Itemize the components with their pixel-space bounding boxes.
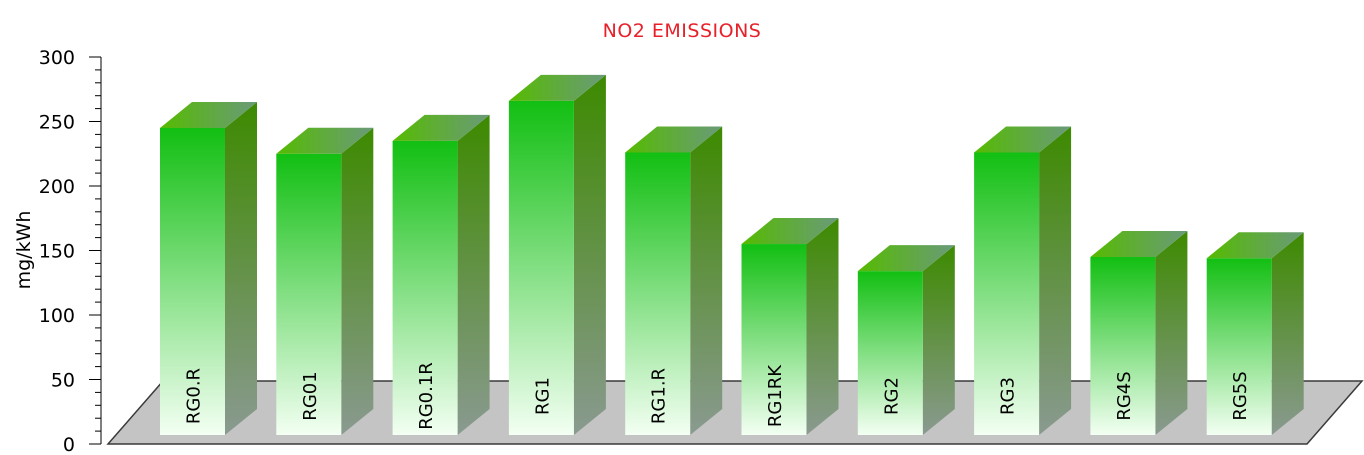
bar-category-label: RG2 [881,377,902,415]
bar-category-label: RG0.R [184,368,205,424]
bar-category-label: RG1.R [649,368,670,424]
bar-cap [276,127,374,154]
bar-category-label: RG3 [998,377,1019,415]
bar-front [1090,256,1156,435]
y-tick-label: 0 [63,434,75,455]
bar-side [457,114,490,435]
bar-RG1.R: RG1.R [625,126,723,436]
bar-side [806,218,839,435]
bar-category-label: RG0.1R [416,362,437,430]
bar-side [573,74,606,436]
bar-front [741,244,807,435]
bar-cap [625,126,723,153]
bar-front [160,127,225,435]
bar-RG5S: RG5S [1206,232,1304,435]
bar-front [392,140,458,435]
y-axis-ticks: 0 50 100 150 200 250 300 [39,47,101,455]
bar-front [1206,258,1272,435]
bar-side [341,127,374,435]
y-tick-label: 300 [39,47,75,69]
y-tick-label: 250 [39,112,75,134]
bar-side [1271,232,1304,435]
y-tick-label: 150 [39,241,75,263]
chart-title: NO2 EMISSIONS [602,20,762,42]
bar-RG0.1R: RG0.1R [392,114,490,435]
bar-cap [857,245,955,272]
bars: RG0.R RG01 RG0.1R RG1 RG1.R RG1RK RG2 RG3 RG4S RG… [160,74,1304,436]
bar-front [276,153,342,435]
bar-category-label: RG4S [1114,371,1135,420]
bar-side [1155,230,1188,435]
bar-side [225,101,257,435]
bar-cap [1206,232,1304,259]
bar-front [857,271,923,435]
y-tick-label: 100 [39,305,75,327]
bar-front [508,100,574,436]
bar-RG4S: RG4S [1090,230,1188,435]
y-tick-label: 200 [39,176,75,198]
bar-RG1: RG1 [508,74,606,436]
bar-front [974,152,1040,435]
bar-RG1RK: RG1RK [741,218,839,435]
bar-side [690,126,723,436]
bar-cap [160,101,257,128]
bar-category-label: RG5S [1230,371,1251,420]
bar-cap [508,74,606,101]
bar-front [625,152,691,435]
bar-side [1039,126,1072,436]
bar-category-label: RG01 [300,371,321,420]
bar-cap [1090,230,1188,257]
bar-RG0.R: RG0.R [160,101,257,435]
bar-category-label: RG1RK [765,364,786,427]
bar-cap [392,114,490,141]
bar-RG01: RG01 [276,127,374,435]
y-axis-label: mg/kWh [13,211,35,290]
y-tick-label: 50 [51,370,75,392]
bar-category-label: RG1 [532,377,553,415]
bar-side [922,245,955,435]
bar-RG3: RG3 [974,126,1072,436]
bar-RG2: RG2 [857,245,955,435]
bar-cap [974,126,1072,153]
bar-cap [741,218,839,245]
